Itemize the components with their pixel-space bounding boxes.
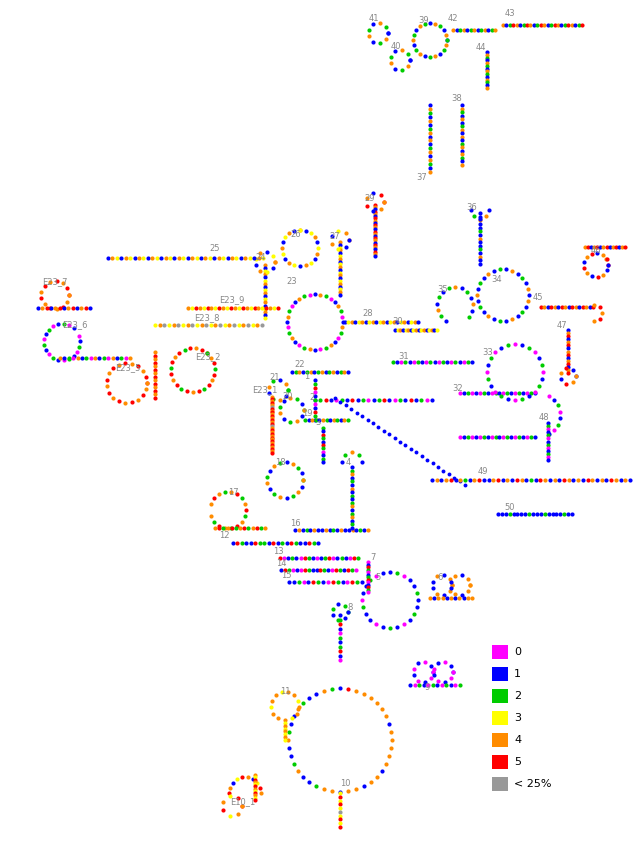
Text: 12: 12 — [219, 531, 229, 540]
Text: 15: 15 — [280, 572, 291, 581]
Text: 47: 47 — [556, 320, 567, 330]
Text: E23_9: E23_9 — [219, 296, 245, 304]
Text: 39: 39 — [418, 15, 429, 24]
Text: 41: 41 — [369, 13, 379, 23]
Bar — [492, 777, 508, 791]
Text: 33: 33 — [483, 347, 494, 357]
Text: 48: 48 — [539, 412, 550, 422]
Text: 22: 22 — [294, 359, 305, 368]
Text: 18: 18 — [275, 458, 286, 466]
Text: 19: 19 — [301, 409, 312, 417]
Text: 21: 21 — [270, 373, 280, 382]
Text: 42: 42 — [448, 13, 459, 23]
Text: 2: 2 — [309, 393, 315, 401]
Text: 40: 40 — [391, 41, 401, 51]
Text: 45: 45 — [533, 293, 543, 302]
Text: 35: 35 — [438, 286, 448, 294]
Text: 24: 24 — [256, 254, 266, 262]
Text: 43: 43 — [505, 8, 515, 18]
Text: 9: 9 — [424, 684, 430, 692]
Text: 30: 30 — [392, 318, 403, 326]
Text: 16: 16 — [289, 518, 300, 528]
Text: 20: 20 — [283, 391, 293, 400]
Text: 38: 38 — [452, 94, 462, 103]
Text: 4: 4 — [514, 735, 521, 745]
Text: E23_5: E23_5 — [115, 363, 141, 373]
Bar — [492, 711, 508, 725]
Text: 11: 11 — [280, 688, 290, 696]
Text: E10_1: E10_1 — [230, 797, 256, 807]
Text: 34: 34 — [492, 276, 502, 284]
Bar — [492, 645, 508, 659]
Bar — [492, 755, 508, 769]
Text: 0: 0 — [514, 647, 521, 657]
Text: 23: 23 — [287, 277, 297, 287]
Text: 36: 36 — [467, 202, 478, 212]
Text: 44: 44 — [476, 42, 487, 51]
Text: 14: 14 — [276, 560, 286, 568]
Text: 13: 13 — [273, 546, 283, 556]
Text: E23_7: E23_7 — [42, 277, 68, 287]
Text: 10: 10 — [340, 778, 350, 787]
Text: E23_2: E23_2 — [195, 352, 221, 362]
Bar — [492, 733, 508, 747]
Text: E23_6: E23_6 — [62, 320, 88, 330]
Text: 5: 5 — [514, 757, 521, 767]
Text: 17: 17 — [228, 487, 238, 497]
Text: 37: 37 — [417, 173, 427, 181]
Text: 46: 46 — [591, 245, 601, 255]
Text: E23_1: E23_1 — [252, 385, 278, 395]
Text: 3: 3 — [514, 713, 521, 723]
Text: E23_8: E23_8 — [194, 314, 220, 323]
Text: < 25%: < 25% — [514, 779, 551, 789]
Text: 7: 7 — [370, 554, 376, 562]
Text: 49: 49 — [478, 466, 488, 475]
Text: 27: 27 — [329, 232, 340, 240]
Bar — [492, 667, 508, 681]
Text: 6: 6 — [438, 573, 443, 583]
Text: 29: 29 — [365, 194, 375, 202]
Text: 25: 25 — [210, 244, 220, 253]
Text: 1: 1 — [514, 669, 521, 679]
Text: 1: 1 — [305, 372, 310, 380]
Text: 26: 26 — [291, 229, 301, 239]
Text: 4: 4 — [345, 458, 350, 466]
Text: 28: 28 — [363, 309, 373, 318]
Text: 50: 50 — [505, 502, 515, 512]
Text: 2: 2 — [514, 691, 521, 701]
Text: 3: 3 — [315, 417, 321, 427]
Text: 5: 5 — [375, 573, 380, 583]
Text: 8: 8 — [347, 604, 353, 613]
Bar — [492, 689, 508, 703]
Text: 31: 31 — [399, 352, 410, 361]
Text: 32: 32 — [453, 384, 463, 393]
